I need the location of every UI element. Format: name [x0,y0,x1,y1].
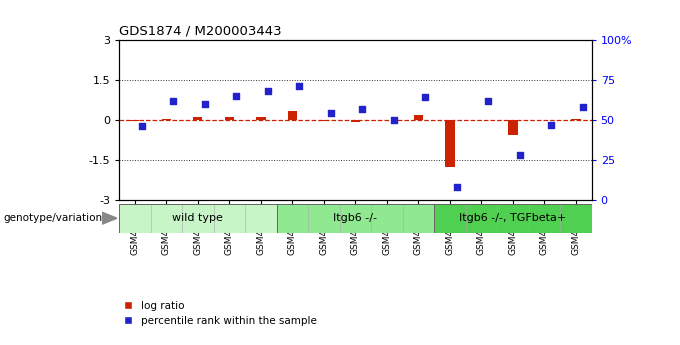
Bar [224,117,234,120]
Point [420,95,430,100]
Point [577,104,588,110]
Bar [162,119,171,120]
Text: Itgb6 -/-, TGFbeta+: Itgb6 -/-, TGFbeta+ [459,213,566,223]
Bar [119,204,277,233]
Bar [508,120,517,135]
Point [357,106,368,111]
Text: genotype/variation: genotype/variation [3,213,103,223]
Point [199,101,210,107]
Text: wild type: wild type [172,213,223,223]
Point [294,83,305,89]
Bar [256,117,265,120]
Bar [277,204,434,233]
Bar [571,119,581,120]
Point [452,185,462,190]
Text: Itgb6 -/-: Itgb6 -/- [333,213,377,223]
Bar [445,120,454,167]
Bar [319,120,328,121]
Bar [434,204,592,233]
Point [262,88,273,94]
Bar [193,117,203,120]
Bar [413,115,423,120]
Point [325,111,336,116]
Point [514,152,525,158]
Point [483,98,494,104]
Legend: log ratio, percentile rank within the sample: log ratio, percentile rank within the sa… [124,301,317,326]
Point [136,124,147,129]
Point [231,93,241,99]
Point [168,98,179,104]
Bar [288,110,297,120]
Polygon shape [102,212,117,224]
Point [388,117,399,122]
Point [546,122,557,127]
Text: GDS1874 / M200003443: GDS1874 / M200003443 [119,24,282,37]
Bar [130,120,139,121]
Bar [351,120,360,122]
